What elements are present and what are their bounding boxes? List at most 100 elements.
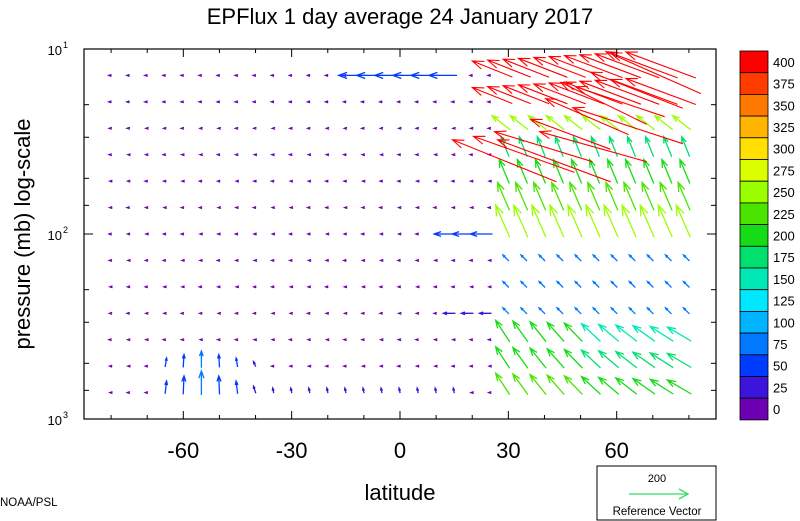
flux-vector	[377, 100, 383, 104]
flux-vector	[414, 179, 420, 183]
flux-vector	[107, 364, 113, 368]
flux-vector	[251, 205, 257, 210]
flux-vector	[395, 364, 401, 368]
flux-vector	[106, 73, 112, 78]
flux-vector	[234, 285, 240, 289]
flux-vector	[626, 134, 637, 157]
flux-vector	[143, 311, 149, 315]
flux-vector	[501, 85, 550, 105]
x-tick-label: 60	[604, 438, 628, 463]
flux-vector	[677, 180, 691, 211]
flux-vector	[469, 390, 474, 395]
flux-vector	[496, 180, 511, 211]
flux-vector	[501, 253, 510, 262]
flux-vector	[360, 338, 365, 342]
flux-vector	[414, 232, 419, 236]
colorbar-label: 400	[773, 55, 795, 70]
flux-vector	[215, 153, 221, 157]
flux-vector	[665, 326, 692, 342]
flux-vector	[306, 364, 312, 368]
flux-vector	[125, 205, 130, 210]
flux-vector	[501, 58, 550, 78]
colorbar-swatch	[739, 94, 769, 117]
flux-vector	[180, 258, 185, 263]
flux-vector	[161, 179, 167, 183]
flux-vector	[324, 258, 330, 263]
flux-vector	[414, 205, 420, 210]
flux-vector	[609, 280, 618, 288]
flux-vector	[580, 114, 601, 131]
flux-vector	[179, 153, 185, 157]
flux-vector	[306, 179, 312, 183]
flux-vector	[396, 205, 402, 210]
flux-vector	[251, 311, 257, 315]
flux-vector	[142, 73, 148, 78]
flux-vector	[511, 372, 529, 395]
flux-vector	[161, 338, 167, 342]
flux-vector	[450, 285, 456, 289]
colorbar-swatch	[739, 289, 769, 312]
flux-vector	[494, 203, 511, 238]
flux-vector	[414, 258, 420, 263]
flux-vector	[573, 280, 582, 288]
flux-vector	[360, 153, 366, 157]
flux-vector	[414, 311, 420, 315]
flux-vector	[288, 285, 294, 289]
flux-vector	[588, 157, 601, 184]
flux-vector	[106, 100, 112, 104]
flux-vector	[179, 205, 185, 210]
flux-vector	[549, 203, 565, 238]
flux-vector	[468, 100, 473, 104]
colorbar-label: 150	[773, 272, 795, 287]
flux-vector	[341, 258, 347, 263]
colorbar-swatch	[739, 115, 769, 139]
flux-vector	[251, 126, 257, 130]
flux-vector	[143, 338, 149, 342]
flux-vector	[342, 126, 348, 130]
x-tick-label: -60	[167, 438, 199, 463]
flux-vector	[215, 338, 221, 342]
flux-vector	[269, 364, 275, 368]
flux-vector	[605, 180, 619, 211]
reference-vector-magnitude: 200	[648, 473, 666, 485]
y-tick-exponent: 1	[63, 40, 68, 50]
flux-vector	[271, 386, 275, 394]
flux-vector	[143, 153, 149, 157]
flux-vector	[450, 179, 455, 183]
flux-vector	[378, 258, 384, 263]
flux-vector	[591, 280, 600, 288]
flux-vector	[580, 375, 601, 395]
flux-vector	[648, 325, 674, 342]
flux-vector	[305, 126, 311, 130]
flux-vector	[563, 321, 583, 343]
flux-vector	[470, 60, 513, 78]
flux-vector	[396, 232, 402, 236]
flux-vector	[162, 205, 167, 210]
flux-vector	[555, 280, 564, 288]
flux-vector	[537, 253, 546, 262]
flux-vector	[572, 134, 583, 157]
flux-vector	[468, 364, 474, 368]
flux-vector	[501, 306, 510, 315]
flux-vector	[233, 205, 239, 210]
flux-vector	[432, 285, 438, 289]
flux-vector	[179, 232, 185, 236]
colorbar-label: 50	[773, 359, 787, 374]
flux-vector	[234, 379, 239, 394]
flux-vector	[653, 114, 674, 131]
flux-vector	[179, 100, 184, 104]
flux-vector	[545, 320, 565, 343]
flux-vector	[471, 135, 575, 173]
flux-vector	[324, 364, 329, 368]
flux-vector	[288, 364, 293, 368]
flux-vector	[287, 73, 293, 78]
flux-vector	[432, 100, 437, 104]
colorbar-swatch	[739, 354, 769, 377]
flux-vector	[416, 386, 420, 394]
flux-vector	[288, 179, 294, 183]
flux-vector	[251, 285, 257, 289]
flux-vector	[288, 126, 293, 130]
y-axis-label: pressure (mb) log-scale	[10, 118, 35, 349]
flux-vector	[107, 338, 112, 342]
flux-vector	[544, 114, 565, 131]
